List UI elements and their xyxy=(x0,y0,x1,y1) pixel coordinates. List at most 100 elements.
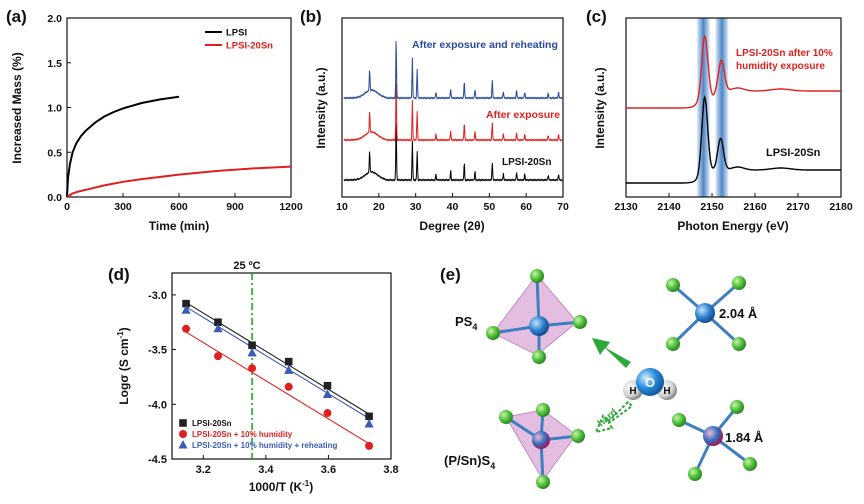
panel-d-point-0 xyxy=(284,357,293,366)
panel-a-xtick-label: 900 xyxy=(226,201,244,213)
ps4-tetrahedron xyxy=(486,269,587,364)
panel-c-label-humidity-2: humidity exposure xyxy=(736,61,825,72)
panel-label-c: (c) xyxy=(586,7,607,26)
panel-b-series-0 xyxy=(343,123,563,183)
panel-a-xtick-label: 0 xyxy=(64,201,70,213)
panel-d-fit-1 xyxy=(185,331,370,445)
panel-a-ytick-label: 2.0 xyxy=(47,13,62,25)
easy-label: easy xyxy=(602,353,626,376)
panel-a-series-1 xyxy=(66,165,292,198)
panel-d-point-2 xyxy=(364,418,374,428)
panel-d-ytick-label: -4.0 xyxy=(148,399,167,411)
panel-d-point-1 xyxy=(248,364,257,373)
panel-d-ytick-label: -3.5 xyxy=(148,345,167,357)
panel-a-xlabel: Time (min) xyxy=(149,219,209,233)
panel-c-xtick-label: 2160 xyxy=(743,201,767,213)
panel-d-point-2 xyxy=(284,365,294,374)
panel-label-d: (d) xyxy=(108,265,130,284)
panel-c-series-1 xyxy=(626,34,841,109)
panel-b-ylabel: Intensity (a.u.) xyxy=(314,67,328,148)
panel-c-xtick-label: 2150 xyxy=(700,201,724,213)
panel-c-xtick-label: 2130 xyxy=(614,201,638,213)
panel-b-xtick-label: 10 xyxy=(336,201,348,213)
panel-b-xlabel: Degree (2θ) xyxy=(419,219,484,233)
panel-b-xtick-label: 60 xyxy=(520,201,532,213)
panel-a-ytick-label: 0.5 xyxy=(47,147,62,159)
panel-label-a: (a) xyxy=(6,7,27,26)
hard-label: hard xyxy=(596,407,620,429)
panel-a-ylabel: Increased Mass (%) xyxy=(10,52,24,163)
panel-d-legend-label-1: LPSI-20Sn + 10% humidity xyxy=(192,430,293,439)
panel-b-chart: 10 20 30 40 50 60 70 After exposure and reheat… xyxy=(314,17,569,233)
panel-d-point-0 xyxy=(365,412,373,421)
panel-a-legend-lpsi20sn: LPSI-20Sn xyxy=(226,41,273,52)
panel-c-chart: 2130 2140 2150 2160 2170 2180 LPSI-20Sn after… xyxy=(593,17,853,233)
water-h-label-right: H xyxy=(663,386,670,397)
panel-a-legend-lpsi: LPSI xyxy=(226,28,247,39)
psns4-hydrated-structure xyxy=(672,400,757,481)
panel-a-xtick-label: 1200 xyxy=(279,201,303,213)
panel-a-series-0 xyxy=(66,95,180,198)
panel-b-xtick-label: 20 xyxy=(373,201,385,213)
bond-length-184: 1.84 Å xyxy=(725,430,764,445)
panel-d-frame xyxy=(171,272,392,460)
panel-d-fit-2 xyxy=(185,306,370,419)
psns4-label: (P/Sn)S4 xyxy=(444,453,495,471)
panel-d-point-2 xyxy=(247,347,257,357)
panel-d-fit-0 xyxy=(185,302,370,415)
panel-d-legend-marker-1 xyxy=(179,430,187,438)
panel-d-legend-label-2: LPSI-20Sn + 10% humidity + reheating xyxy=(192,441,337,450)
panel-c-xlabel: Photon Energy (eV) xyxy=(677,219,788,233)
water-molecule xyxy=(623,368,677,400)
panel-label-b: (b) xyxy=(300,7,322,26)
panel-a-ytick-label: 0.0 xyxy=(47,192,62,204)
panel-d-point-0 xyxy=(248,341,256,350)
panel-c-label-humidity-1: LPSI-20Sn after 10% xyxy=(736,48,833,59)
panel-d-point-0 xyxy=(323,381,332,390)
panel-c-xtick-label: 2140 xyxy=(657,201,681,213)
ps4-label: PS4 xyxy=(455,314,477,332)
panel-b-series-2 xyxy=(343,41,563,100)
bond-length-204: 2.04 Å xyxy=(719,306,758,321)
panel-a-ytick-label: 1.0 xyxy=(47,103,62,115)
panel-d-point-2 xyxy=(181,305,191,314)
panel-c-ylabel: Intensity (a.u.) xyxy=(593,67,607,148)
panel-d-point-1 xyxy=(365,441,374,450)
panel-b-label-exposure: After exposure xyxy=(486,109,560,121)
panel-b-label-lpsi20sn: LPSI-20Sn xyxy=(502,157,551,168)
panel-d-point-2 xyxy=(322,389,333,398)
panel-d-point-2 xyxy=(213,323,223,333)
panel-d-point-0 xyxy=(182,299,190,308)
hard-arrow xyxy=(594,400,634,434)
panel-e-illustration: PS4 2.04 Å (P/Sn)S4 xyxy=(444,269,764,489)
panel-a-xtick-label: 600 xyxy=(170,201,188,213)
easy-arrow xyxy=(592,338,631,368)
panel-d-25c-label: 25 ºC xyxy=(233,260,260,272)
panel-d-legend-marker-2 xyxy=(178,440,188,449)
panel-b-xtick-label: 50 xyxy=(483,201,495,213)
panel-b-label-reheating: After exposure and reheating xyxy=(412,39,558,51)
panel-b-series-1 xyxy=(343,83,563,142)
panel-b-xtick-label: 30 xyxy=(410,201,422,213)
panel-d-chart: 3.2 3.4 3.6 3.8 -3.0 -3.5 -4.0 -4.5 25 ºC LPSI-… xyxy=(116,260,399,494)
panel-b-xtick-label: 40 xyxy=(447,201,459,213)
panel-d-xtick-label: 3.6 xyxy=(321,464,336,476)
panel-d-xlabel: 1000/T (K-1) xyxy=(249,479,313,494)
water-h-label-left: H xyxy=(629,386,636,397)
panel-d-legend-marker-0 xyxy=(179,419,187,427)
panel-d-point-0 xyxy=(214,318,222,327)
psns4-tetrahedron xyxy=(499,403,585,489)
panel-d-xtick-label: 3.8 xyxy=(383,464,398,476)
panel-d-ytick-label: -4.5 xyxy=(148,454,167,466)
panel-c-xtick-label: 2170 xyxy=(786,201,810,213)
panel-c-xtick-label: 2180 xyxy=(829,201,853,213)
panel-d-ytick-label: -3.0 xyxy=(148,290,167,302)
panel-d-legend-label-0: LPSI-20Sn xyxy=(192,419,232,428)
panel-c-label-lpsi20sn: LPSI-20Sn xyxy=(766,147,821,159)
panel-d-ylabel: Logσ (S cm-1) xyxy=(116,327,131,404)
panel-d-point-1 xyxy=(213,352,222,361)
panel-label-e: (e) xyxy=(440,265,461,284)
panel-d-xtick-label: 3.4 xyxy=(258,464,274,476)
panel-d-point-1 xyxy=(323,409,332,418)
